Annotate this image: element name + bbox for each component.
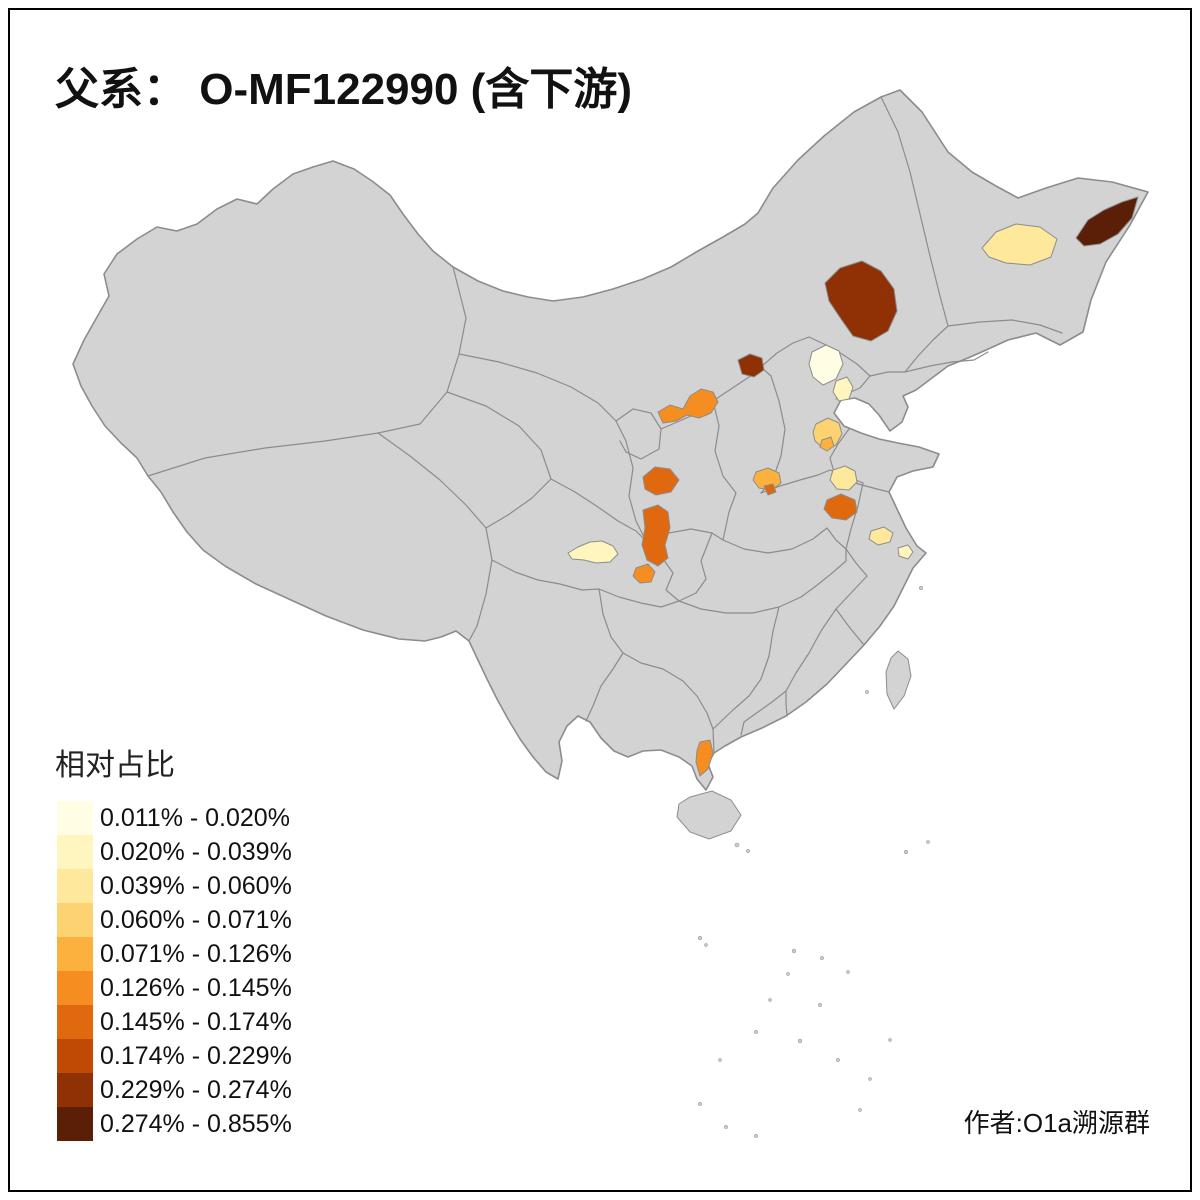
legend-label-9: 0.274% - 0.855% — [100, 1110, 292, 1138]
region-central-henan-inner — [763, 483, 777, 496]
legend-swatch-9 — [57, 1107, 93, 1141]
legend-label-6: 0.145% - 0.174% — [100, 1008, 292, 1036]
region-beijing — [808, 344, 844, 386]
region-southwest-shandong — [829, 465, 858, 491]
legend-label-8: 0.229% - 0.274% — [100, 1076, 292, 1104]
region-shanghai — [897, 544, 914, 560]
region-far-northeast — [1075, 196, 1139, 247]
region-south-shaanxi — [641, 504, 671, 567]
legend-label-1: 0.020% - 0.039% — [100, 838, 292, 866]
region-west-heilongjiang — [981, 223, 1058, 266]
south-china-sea-islands — [697, 585, 930, 1138]
region-east-sichuan — [632, 563, 656, 584]
map-group — [72, 89, 1149, 1138]
attribution: 作者:O1a溯源群 — [964, 1108, 1150, 1138]
legend-swatch-2 — [57, 869, 93, 903]
legend-label-0: 0.011% - 0.020% — [100, 804, 290, 832]
region-tianjin — [832, 376, 854, 402]
region-central-henan — [752, 467, 782, 491]
region-northwest-shandong — [812, 417, 843, 450]
region-leizhou-peninsula — [695, 739, 714, 777]
region-central-inner-mongolia — [737, 353, 765, 378]
legend-swatch-6 — [57, 1005, 93, 1039]
china-mainland — [72, 89, 1149, 791]
legend-swatch-4 — [57, 937, 93, 971]
region-northwest-shandong-inner — [819, 436, 835, 452]
highlighted-regions — [567, 196, 1139, 777]
legend-label-3: 0.060% - 0.071% — [100, 906, 292, 934]
region-chengdu-plain — [567, 540, 619, 564]
page-frame — [8, 8, 1192, 1192]
legend-label-5: 0.126% - 0.145% — [100, 974, 292, 1002]
region-east-jiangsu — [868, 526, 894, 546]
hainan-island — [676, 790, 742, 840]
legend-label-2: 0.039% - 0.060% — [100, 872, 292, 900]
region-north-jiangsu — [823, 493, 858, 521]
legend-swatch-7 — [57, 1039, 93, 1073]
legend-swatch-5 — [57, 971, 93, 1005]
legend-swatch-8 — [57, 1073, 93, 1107]
legend-swatch-1 — [57, 835, 93, 869]
region-north-shaanxi — [657, 388, 719, 424]
legend-label-7: 0.174% - 0.229% — [100, 1042, 292, 1070]
legend-label-4: 0.071% - 0.126% — [100, 940, 292, 968]
region-central-shaanxi — [642, 466, 680, 496]
taiwan-island — [885, 650, 912, 710]
legend-swatch-3 — [57, 903, 93, 937]
legend-swatch-0 — [57, 801, 93, 835]
legend: 相对占比 0.011% - 0.020% 0.020% - 0.039% 0.0… — [55, 749, 292, 1141]
legend-title: 相对占比 — [55, 749, 175, 782]
page-title: 父系： O-MF122990 (含下游) — [55, 65, 632, 114]
region-southeast-inner-mongolia — [824, 260, 898, 342]
